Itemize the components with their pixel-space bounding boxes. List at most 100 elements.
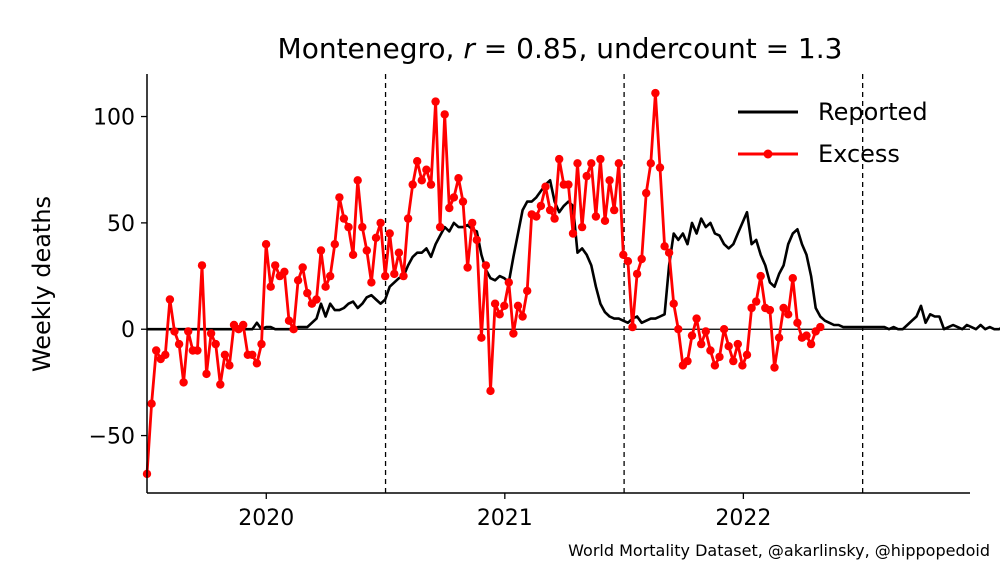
excess-point <box>577 222 587 232</box>
excess-line <box>145 91 822 474</box>
excess-point <box>788 274 797 283</box>
excess-point <box>225 361 234 370</box>
excess-point <box>211 339 220 349</box>
excess-point <box>637 254 646 264</box>
excess-point <box>752 297 761 306</box>
excess-point <box>312 295 321 304</box>
excess-point <box>390 269 399 279</box>
excess-point <box>431 97 440 106</box>
excess-point <box>330 240 339 249</box>
excess-point <box>440 110 449 119</box>
excess-point <box>587 159 596 168</box>
excess-point <box>261 240 271 249</box>
excess-point <box>513 301 523 310</box>
excess-point <box>719 325 729 334</box>
excess-point <box>784 310 793 319</box>
excess-point <box>413 157 422 166</box>
excess-point <box>376 218 385 228</box>
legend-excess-label: Excess <box>818 140 900 168</box>
excess-point <box>280 267 289 276</box>
series-layer <box>142 88 1000 479</box>
excess-point <box>174 339 184 349</box>
excess-point <box>206 329 216 338</box>
excess-point <box>348 250 358 259</box>
excess-point <box>596 154 605 164</box>
excess-point <box>454 174 463 183</box>
excess-point <box>152 346 161 355</box>
excess-point <box>257 339 266 349</box>
excess-point <box>582 171 591 181</box>
y-tick-label-0: −50 <box>89 425 135 450</box>
reported-line <box>147 179 1000 331</box>
excess-point <box>371 233 381 242</box>
excess-point <box>806 339 816 349</box>
excess-point <box>541 182 550 191</box>
excess-point <box>724 342 733 351</box>
excess-point <box>683 356 692 366</box>
excess-point <box>504 278 513 287</box>
excess-point <box>179 378 188 387</box>
excess-point <box>486 386 495 396</box>
excess-point <box>710 361 720 370</box>
excess-point <box>733 339 742 349</box>
excess-point <box>252 359 262 368</box>
excess-point <box>619 250 628 259</box>
excess-point <box>381 271 390 281</box>
excess-point <box>632 269 642 279</box>
y-axis-label: Weekly deaths <box>28 196 56 372</box>
excess-point <box>271 261 280 270</box>
excess-point <box>697 339 706 349</box>
excess-point <box>161 350 170 359</box>
excess-point <box>394 248 404 257</box>
excess-point <box>614 159 623 168</box>
excess-point <box>449 193 459 202</box>
excess-point <box>495 310 504 319</box>
excess-point <box>816 322 825 332</box>
excess-point <box>353 176 362 185</box>
excess-point <box>468 218 477 228</box>
excess-point <box>600 216 610 225</box>
excess-point <box>518 312 527 321</box>
chart-title-country: Montenegro, <box>278 32 464 65</box>
x-tick-label-1: 2021 <box>477 506 533 531</box>
excess-point <box>742 350 752 359</box>
y-tick-label-2: 50 <box>107 212 135 237</box>
excess-point <box>706 346 715 355</box>
excess-point <box>555 154 564 164</box>
excess-point <box>591 212 601 221</box>
legend-excess-marker <box>763 149 773 159</box>
footer-credit: World Mortality Dataset, @akarlinsky, @h… <box>568 541 990 560</box>
excess-point <box>747 303 756 313</box>
excess-point <box>403 214 413 223</box>
excess-point <box>289 325 298 334</box>
legend: Reported Excess <box>738 98 928 168</box>
excess-point <box>385 229 394 238</box>
excess-point <box>193 346 202 355</box>
excess-point <box>623 257 633 266</box>
excess-point <box>564 180 573 189</box>
excess-point <box>536 201 546 211</box>
excess-point <box>367 278 376 287</box>
excess-point <box>408 180 417 189</box>
excess-point <box>779 303 788 313</box>
excess-point <box>197 261 207 270</box>
excess-point <box>568 229 578 238</box>
excess-point <box>463 263 472 272</box>
excess-point <box>362 246 371 255</box>
excess-point <box>358 222 367 232</box>
excess-point <box>298 263 307 272</box>
excess-point <box>687 331 697 340</box>
excess-point <box>399 271 408 281</box>
excess-point <box>715 352 724 362</box>
excess-point <box>435 222 445 232</box>
excess-point <box>664 248 674 257</box>
excess-point <box>422 165 431 174</box>
chart-title: Montenegro, r = 0.85, undercount = 1.3 <box>278 32 843 65</box>
excess-point <box>674 325 683 334</box>
excess-point <box>165 295 175 304</box>
chart-title-rest: = 0.85, undercount = 1.3 <box>475 32 843 65</box>
excess-point <box>774 333 784 342</box>
x-tick-label-2: 2022 <box>715 506 771 531</box>
excess-point <box>321 282 330 291</box>
